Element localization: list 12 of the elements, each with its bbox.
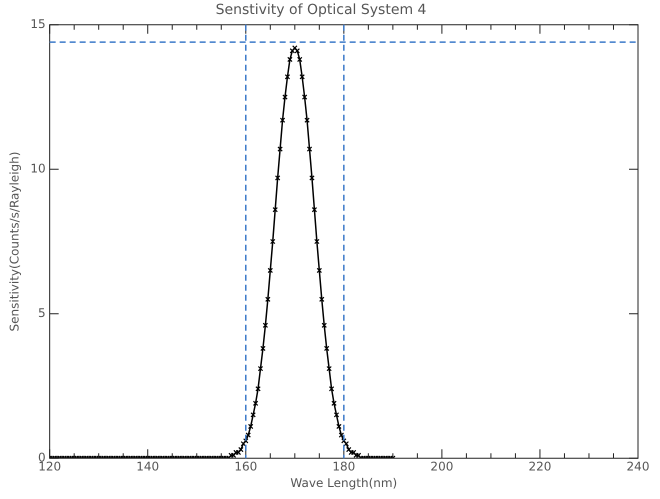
x-axis-title: Wave Length(nm) bbox=[290, 476, 398, 490]
y-tick-label: 5 bbox=[38, 306, 46, 320]
x-tick-label: 200 bbox=[430, 460, 454, 474]
x-tick-label: 240 bbox=[626, 460, 650, 474]
x-tick-label: 180 bbox=[332, 460, 356, 474]
y-tick-label: 15 bbox=[30, 16, 46, 31]
y-tick-label: 10 bbox=[30, 161, 46, 176]
y-axis-title: Sensitivity(Counts/s/Rayleigh) bbox=[7, 152, 22, 332]
x-tick-label: 220 bbox=[528, 460, 552, 474]
x-tick-label: 160 bbox=[234, 460, 258, 474]
chart-title: Senstivity of Optical System 4 bbox=[216, 2, 427, 18]
x-tick-label: 140 bbox=[136, 460, 160, 474]
